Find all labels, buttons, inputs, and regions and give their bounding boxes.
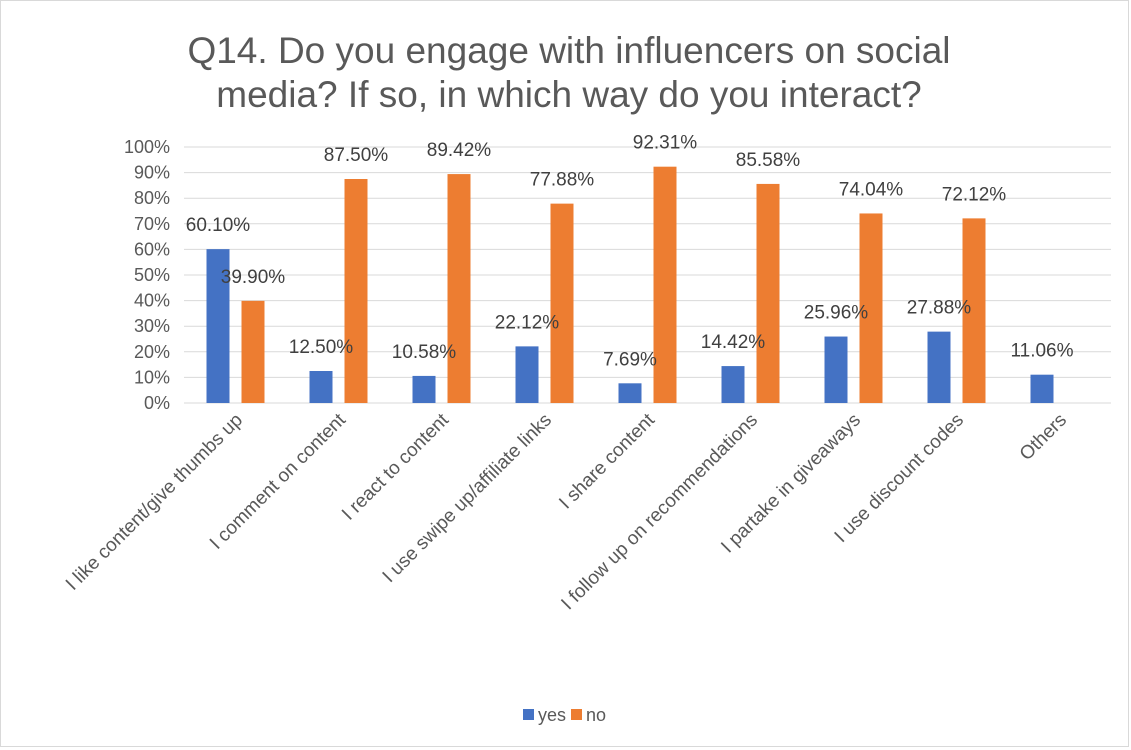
bar-no xyxy=(241,300,265,403)
chart-title: Q14. Do you engage with influencers on s… xyxy=(187,30,950,115)
legend-label-yes: yes xyxy=(538,705,566,725)
y-tick-label: 0% xyxy=(144,393,170,413)
y-tick-label: 90% xyxy=(134,163,170,183)
data-label-yes: 25.96% xyxy=(804,303,869,324)
y-tick-label: 40% xyxy=(134,291,170,311)
legend-swatch-no xyxy=(571,709,582,720)
y-tick-label: 10% xyxy=(134,367,170,387)
category-label: I use swipe up/affiliate links xyxy=(379,410,556,587)
bar-yes xyxy=(206,249,230,403)
bar-no xyxy=(550,203,574,403)
data-label-yes: 7.69% xyxy=(603,349,657,370)
bar-no xyxy=(447,174,471,403)
bar-yes xyxy=(721,366,745,403)
y-axis-tick-labels: 0% 10% 20% 30% 40% 50% 60% 70% 80% 90% 100% xyxy=(124,137,170,413)
bar-no xyxy=(962,218,986,403)
y-tick-label: 20% xyxy=(134,342,170,362)
bar-yes xyxy=(412,375,436,403)
y-tick-label: 30% xyxy=(134,316,170,336)
data-label-yes: 11.06% xyxy=(1010,341,1073,362)
legend: yes no xyxy=(523,705,606,725)
bar-yes xyxy=(515,346,539,403)
legend-label-no: no xyxy=(586,705,606,725)
category-label: I share content xyxy=(555,409,659,513)
y-tick-label: 100% xyxy=(124,137,170,157)
bar-yes xyxy=(824,336,848,403)
data-label-yes: 22.12% xyxy=(495,312,560,333)
data-label-no: 85.58% xyxy=(736,150,801,171)
data-label-no: 72.12% xyxy=(942,184,1007,205)
bar-yes xyxy=(618,383,642,403)
bars xyxy=(206,166,1054,403)
data-label-yes: 14.42% xyxy=(701,332,766,353)
data-label-yes: 60.10% xyxy=(186,215,251,236)
bar-yes xyxy=(309,371,333,403)
data-label-no: 74.04% xyxy=(839,179,904,200)
category-label: I react to content xyxy=(338,409,453,524)
gridlines xyxy=(184,146,1111,404)
category-label: I like content/give thumbs up xyxy=(62,410,247,595)
bar-no xyxy=(344,179,368,403)
data-label-no: 77.88% xyxy=(530,170,595,191)
y-tick-label: 60% xyxy=(134,239,170,259)
chart-title-line-2: media? If so, in which way do you intera… xyxy=(216,74,921,115)
data-label-no: 89.42% xyxy=(427,140,492,161)
data-label-yes: 10.58% xyxy=(392,342,457,363)
category-label: Others xyxy=(1016,410,1071,465)
chart-title-line-1: Q14. Do you engage with influencers on s… xyxy=(187,30,950,71)
legend-swatch-yes xyxy=(523,709,534,720)
data-label-no: 39.90% xyxy=(221,267,286,288)
x-axis-category-labels: I like content/give thumbs upI comment o… xyxy=(62,409,1071,614)
category-label: I follow up on recommendations xyxy=(557,410,762,615)
bar-yes xyxy=(927,331,951,403)
data-label-no: 92.31% xyxy=(633,133,698,154)
data-label-yes: 27.88% xyxy=(907,298,972,319)
bar-no xyxy=(859,213,883,403)
data-label-yes: 12.50% xyxy=(289,337,354,358)
y-tick-label: 80% xyxy=(134,188,170,208)
data-labels: 60.10% 39.90% 12.50% 87.50% 10.58% 89.42% 22.1… xyxy=(186,133,1074,371)
y-tick-label: 50% xyxy=(134,265,170,285)
y-tick-label: 70% xyxy=(134,214,170,234)
bar-yes xyxy=(1030,374,1054,403)
bar-no xyxy=(653,166,677,403)
data-label-no: 87.50% xyxy=(324,145,389,166)
bar-no xyxy=(756,183,780,403)
